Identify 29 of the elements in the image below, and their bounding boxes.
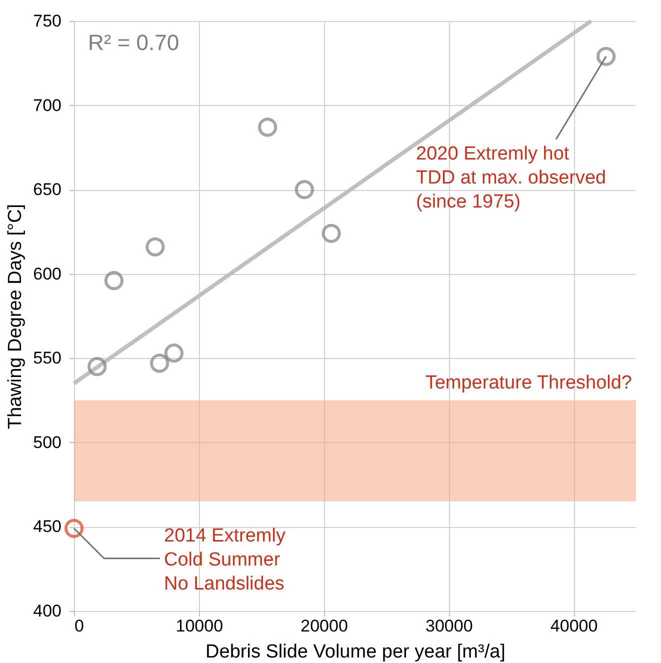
point xyxy=(164,344,184,363)
x-axis-title: Debris Slide Volume per year [m³/a] xyxy=(206,642,506,662)
point xyxy=(88,357,107,376)
y-tick-label: 500 xyxy=(33,432,62,452)
y-axis-title: Thawing Degree Days [°C] xyxy=(5,204,26,430)
y-tick-label: 700 xyxy=(33,96,62,115)
x-tick-label: 10000 xyxy=(176,616,224,636)
y-tick-label: 550 xyxy=(33,348,62,368)
point xyxy=(64,518,84,538)
point xyxy=(104,271,124,290)
x-tick-label: 0 xyxy=(74,616,84,636)
y-tick-label: 400 xyxy=(33,602,62,620)
point xyxy=(322,224,341,243)
y-tick-label: 600 xyxy=(33,264,62,284)
x-tick-label: 20000 xyxy=(300,616,348,636)
point xyxy=(294,180,314,200)
y-tick-label: 750 xyxy=(33,12,62,30)
point xyxy=(258,118,278,137)
annotation: R² = 0.70 xyxy=(88,30,180,55)
annotation: 2014 Extremly Cold Summer No Landslides xyxy=(164,525,286,594)
point xyxy=(596,46,616,66)
y-tick-label: 650 xyxy=(33,180,62,200)
point xyxy=(150,354,170,373)
x-tick-label: 30000 xyxy=(426,616,473,636)
x-tick-label: 40000 xyxy=(550,616,598,636)
y-tick-label: 450 xyxy=(33,517,62,536)
annotation: 2020 Extremly hot TDD at max. observed (since 1975) xyxy=(416,143,606,212)
band-label: Temperature Threshold? xyxy=(425,372,632,394)
point xyxy=(146,237,165,256)
